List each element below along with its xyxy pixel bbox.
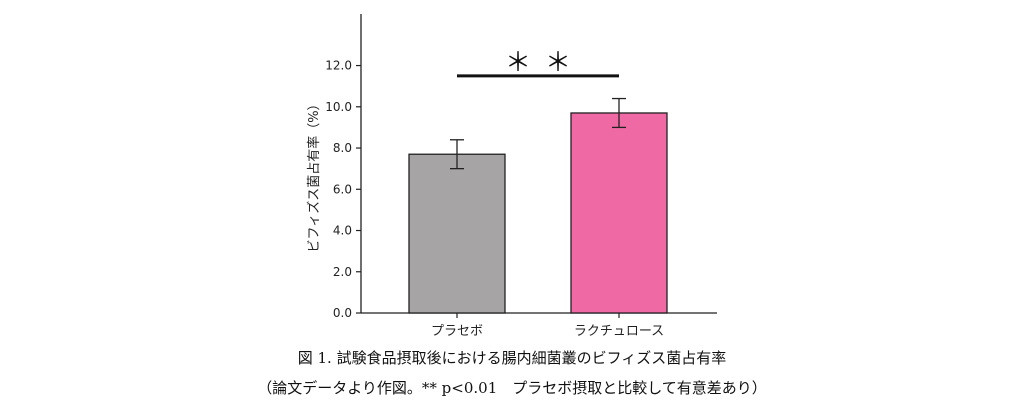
y-ticks: 0.0 2.0 4.0 6.0 8.0 10.0 12.0 — [325, 59, 361, 320]
y-tick-label: 6.0 — [333, 182, 352, 196]
y-tick-label: 10.0 — [325, 100, 352, 114]
y-axis-label: ビフィズス菌占有率（%） — [306, 97, 322, 252]
bar-chart: 0.0 2.0 4.0 6.0 8.0 10.0 12.0 プラセボ ラクチュロース ＊＊ ビ… — [306, 14, 717, 339]
chart-bars — [408, 97, 668, 314]
figure-caption-line2: （論文データより作図。** p<0.01 プラセボ摂取と比較して有意差あり） — [257, 379, 767, 397]
significance-label: ＊＊ — [505, 48, 585, 78]
significance-marker: ＊＊ — [457, 48, 619, 78]
figure-caption-line1: 図 1. 試験食品摂取後における腸内細菌叢のビフィズス菌占有率 — [297, 349, 727, 367]
y-tick-label: 8.0 — [333, 141, 352, 155]
y-tick-label: 12.0 — [325, 59, 352, 73]
x-category-labels: プラセボ ラクチュロース — [431, 313, 664, 339]
bar — [570, 112, 668, 314]
y-tick-label: 4.0 — [333, 224, 352, 238]
x-category-label: プラセボ — [431, 324, 483, 339]
y-tick-label: 0.0 — [333, 306, 352, 320]
bar — [408, 153, 506, 314]
y-tick-label: 2.0 — [333, 265, 352, 279]
x-category-label: ラクチュロース — [574, 324, 664, 339]
